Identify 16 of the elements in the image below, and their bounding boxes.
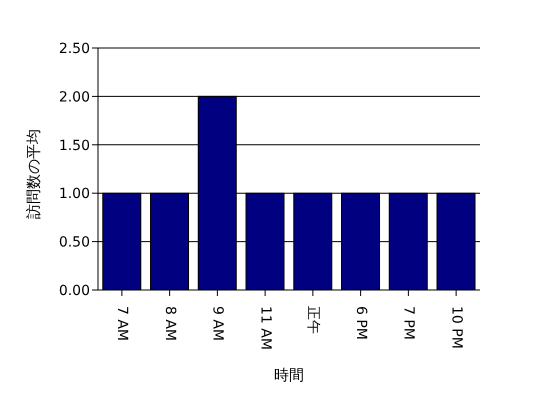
- y-tick-label: 2.00: [58, 89, 90, 106]
- y-axis-title: 訪問数の平均: [24, 129, 42, 219]
- x-tick-label: 6 PM: [352, 306, 369, 340]
- y-tick-label: 1.50: [58, 138, 90, 154]
- y-tick-label: 2.50: [58, 40, 90, 57]
- x-axis-title: 時間: [274, 366, 304, 384]
- x-tick-label: 8 AM: [162, 306, 178, 342]
- x-tick-label: 9 AM: [210, 306, 226, 342]
- x-tick-label: 11 AM: [257, 306, 274, 350]
- x-tick-label: 7 PM: [400, 306, 417, 340]
- y-tick-label: 0.50: [58, 234, 90, 251]
- x-tick-label: 正午: [305, 306, 322, 334]
- y-tick-label: 1.00: [58, 186, 90, 202]
- x-tick-label: 10 PM: [448, 306, 464, 349]
- x-tick-label: 7 AM: [114, 306, 130, 342]
- y-tick-label: 0.00: [58, 282, 90, 299]
